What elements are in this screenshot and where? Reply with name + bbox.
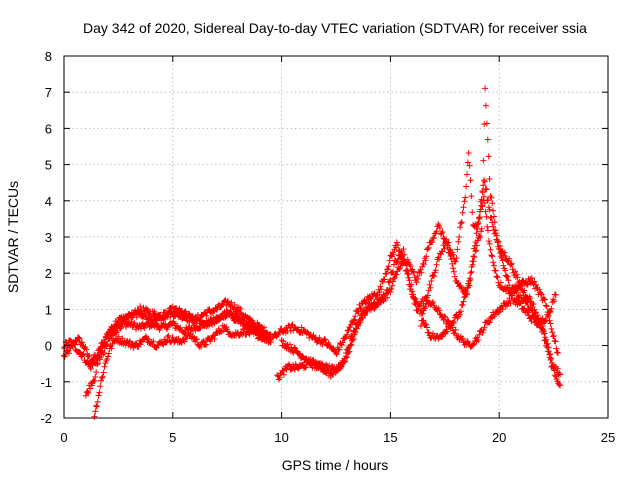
- series-track-7: [274, 85, 564, 383]
- y-tick-label: 2: [45, 266, 52, 281]
- y-tick-label: 0: [45, 339, 52, 354]
- x-tick-label: 25: [601, 430, 615, 445]
- x-axis-label: GPS time / hours: [282, 457, 389, 473]
- y-tick-label: 5: [45, 158, 52, 173]
- y-tick-label: 7: [45, 85, 52, 100]
- x-tick-label: 10: [274, 430, 288, 445]
- x-tick-label: 15: [383, 430, 397, 445]
- series-track-8: [417, 150, 561, 356]
- grid: [64, 56, 608, 418]
- y-tick-label: -2: [40, 411, 52, 426]
- chart-title: Day 342 of 2020, Sidereal Day-to-day VTE…: [83, 20, 587, 36]
- y-tick-label: -1: [40, 375, 52, 390]
- x-tick-label: 0: [60, 430, 67, 445]
- series-markers: [91, 322, 270, 420]
- series-markers: [417, 150, 561, 356]
- series-markers: [274, 85, 564, 383]
- axis-ticks: 0 5 10 15 20 25 -2 -1 0 1 2 3 4 5 6 7 8: [40, 49, 615, 445]
- x-tick-label: 5: [169, 430, 176, 445]
- x-tick-label: 20: [492, 430, 506, 445]
- y-tick-label: 1: [45, 302, 52, 317]
- series-track-4: [91, 322, 270, 420]
- y-tick-label: 3: [45, 230, 52, 245]
- y-tick-label: 6: [45, 121, 52, 136]
- y-tick-label: 4: [45, 194, 52, 209]
- y-axis-label: SDTVAR / TECUs: [5, 181, 21, 293]
- data-series: [61, 85, 564, 420]
- y-tick-label: 8: [45, 49, 52, 64]
